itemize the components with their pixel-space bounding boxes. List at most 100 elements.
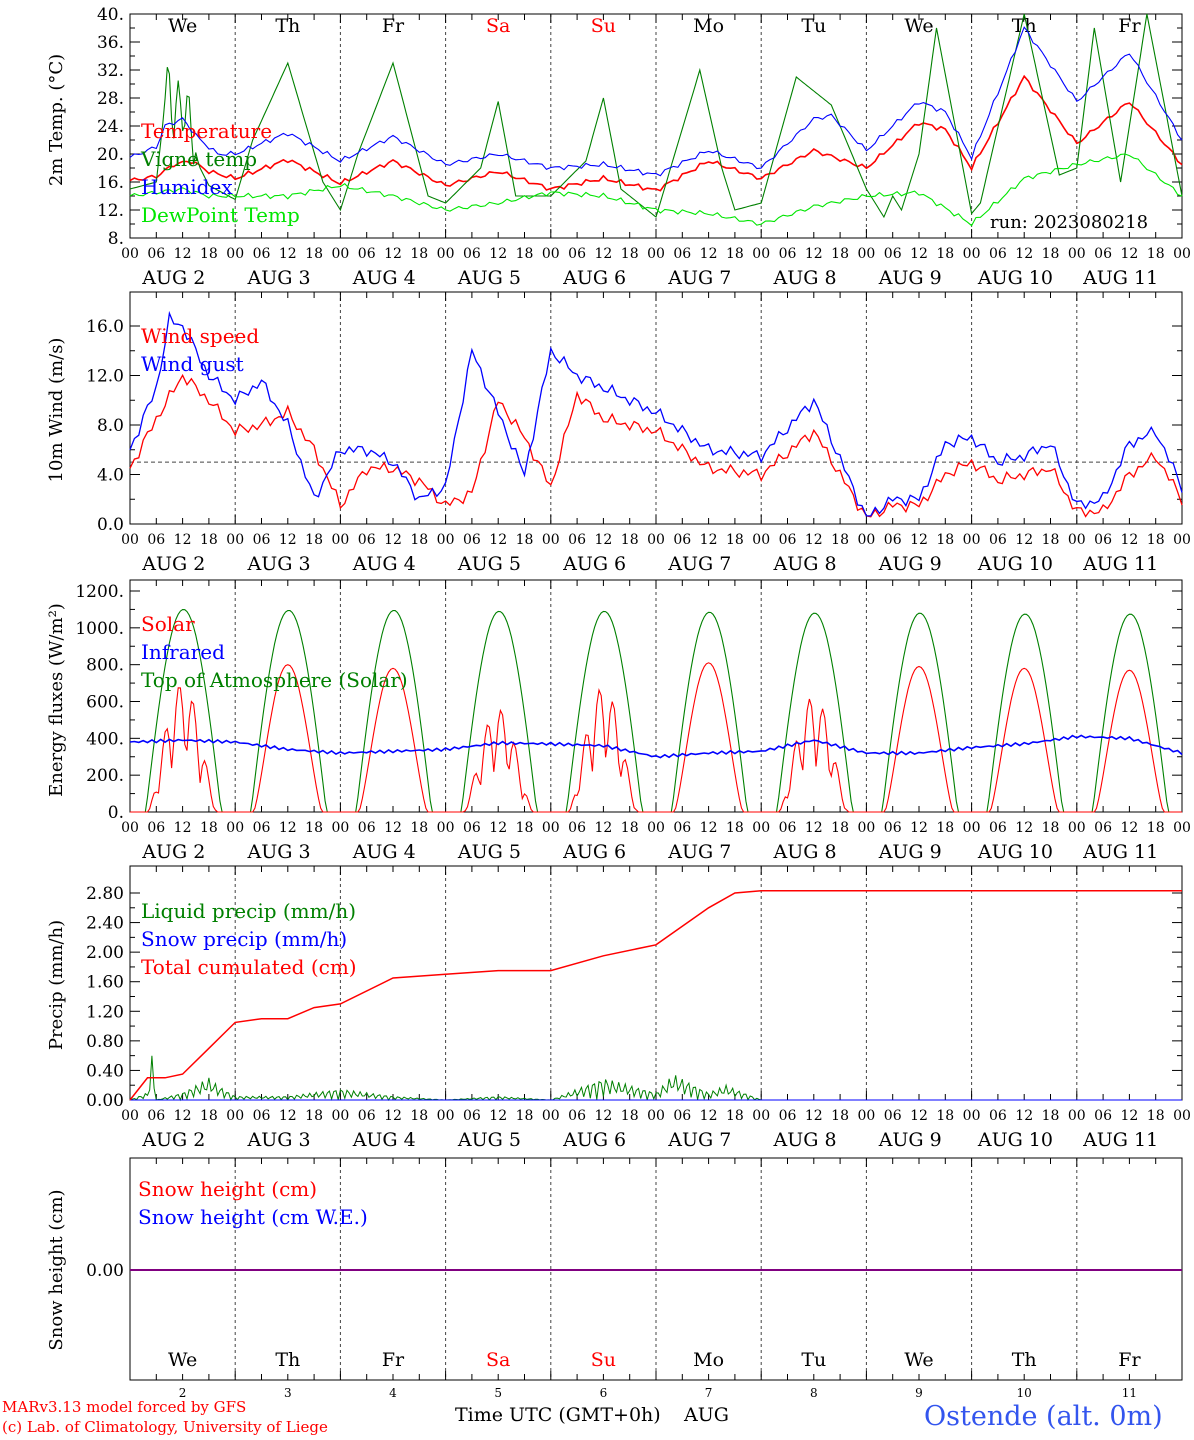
date-label: AUG 10 (977, 267, 1053, 289)
date-label: AUG 7 (667, 553, 731, 575)
bottom-day-number: 4 (389, 1386, 397, 1400)
y-axis-label: 10m Wind (m/s) (46, 338, 67, 483)
date-label: AUG 8 (773, 553, 837, 575)
date-label: AUG 5 (457, 1129, 521, 1151)
hour-label: 12 (700, 532, 718, 548)
date-label: AUG 10 (977, 841, 1053, 863)
hour-label: 06 (358, 246, 376, 262)
hour-label: 00 (437, 246, 455, 262)
date-label: AUG 5 (457, 553, 521, 575)
hour-label: 06 (673, 532, 691, 548)
date-label: AUG 11 (1082, 841, 1158, 863)
series-dewpoint-temp (129, 153, 1183, 227)
hour-label: 00 (437, 532, 455, 548)
day-label-th: Th (275, 15, 300, 37)
hour-label: 18 (200, 1108, 218, 1124)
date-label: AUG 7 (667, 267, 731, 289)
hour-label: 06 (568, 246, 586, 262)
hour-label: 00 (857, 1108, 875, 1124)
hour-label: 12 (594, 532, 612, 548)
y-tick-label: 0. (108, 803, 124, 823)
bottom-day-label: We (168, 1349, 197, 1371)
hour-label: 12 (1015, 246, 1033, 262)
hour-label: 00 (1173, 820, 1191, 836)
date-label: AUG 7 (667, 841, 731, 863)
hour-label: 00 (1068, 246, 1086, 262)
legend-item: Snow height (cm) (138, 1177, 317, 1201)
legend-item: Snow height (cm W.E.) (138, 1205, 368, 1229)
hour-label: 06 (884, 246, 902, 262)
day-label-we: We (904, 15, 933, 37)
hour-label: 06 (989, 820, 1007, 836)
hour-label: 00 (752, 532, 770, 548)
y-axis-label: Snow height (cm) (46, 1189, 67, 1350)
hour-label: 00 (331, 532, 349, 548)
bottom-day-number: 6 (600, 1386, 608, 1400)
hour-label: 06 (673, 1108, 691, 1124)
hour-label: 00 (226, 1108, 244, 1124)
hour-label: 18 (831, 1108, 849, 1124)
y-tick-label: 1000. (75, 619, 124, 639)
hour-label: 18 (410, 246, 428, 262)
hour-label: 06 (779, 1108, 797, 1124)
hour-label: 00 (542, 532, 560, 548)
bottom-day-label: Tu (801, 1349, 826, 1371)
hour-label: 12 (384, 532, 402, 548)
hour-label: 00 (331, 1108, 349, 1124)
hour-label: 12 (1015, 1108, 1033, 1124)
hour-label: 06 (358, 820, 376, 836)
hour-label: 12 (805, 1108, 823, 1124)
hour-label: 00 (647, 1108, 665, 1124)
hour-label: 12 (489, 246, 507, 262)
bottom-day-label: We (904, 1349, 933, 1371)
y-tick-label: 2.40 (86, 914, 124, 934)
hour-label: 00 (857, 532, 875, 548)
hour-label: 00 (121, 246, 139, 262)
date-label: AUG 6 (562, 841, 626, 863)
hour-label: 06 (147, 532, 165, 548)
hour-label: 12 (700, 820, 718, 836)
x-axis-title: Time UTC (GMT+0h) (455, 1404, 661, 1426)
y-tick-label: 32. (97, 61, 124, 81)
hour-label: 18 (726, 532, 744, 548)
hour-label: 18 (831, 246, 849, 262)
y-tick-label: 28. (97, 89, 124, 109)
y-tick-label: 400. (86, 729, 124, 749)
day-label-fr: Fr (1118, 15, 1141, 37)
hour-label: 12 (594, 820, 612, 836)
hour-label: 00 (647, 246, 665, 262)
y-tick-label: 1200. (75, 582, 124, 602)
run-label: run: 2023080218 (990, 212, 1148, 233)
hour-label: 06 (253, 532, 271, 548)
y-tick-label: 4.0 (97, 466, 124, 486)
hour-label: 00 (963, 246, 981, 262)
series-infrared (129, 734, 1183, 759)
legend-item: Wind speed (141, 324, 259, 348)
date-label: AUG 6 (562, 553, 626, 575)
hour-label: 18 (1042, 246, 1060, 262)
date-label: AUG 9 (878, 553, 942, 575)
hour-label: 12 (279, 532, 297, 548)
day-label-su: Su (591, 15, 616, 37)
hour-label: 12 (700, 1108, 718, 1124)
hour-label: 06 (147, 246, 165, 262)
hour-label: 18 (200, 246, 218, 262)
hour-label: 00 (963, 532, 981, 548)
bottom-day-number: 9 (915, 1386, 923, 1400)
legend-item: Top of Atmosphere (Solar) (141, 668, 408, 692)
date-label: AUG 4 (352, 1129, 416, 1151)
y-tick-label: 2.00 (86, 943, 124, 963)
date-label: AUG 8 (773, 841, 837, 863)
hour-label: 12 (279, 820, 297, 836)
hour-label: 18 (621, 1108, 639, 1124)
day-label-tu: Tu (801, 15, 826, 37)
series-wind-gust (129, 310, 1183, 517)
date-label: AUG 3 (247, 267, 311, 289)
hour-label: 06 (253, 1108, 271, 1124)
y-tick-label: 0.0 (97, 515, 124, 535)
hour-label: 12 (384, 1108, 402, 1124)
date-label: AUG 11 (1082, 1129, 1158, 1151)
hour-label: 00 (752, 1108, 770, 1124)
hour-label: 06 (673, 820, 691, 836)
